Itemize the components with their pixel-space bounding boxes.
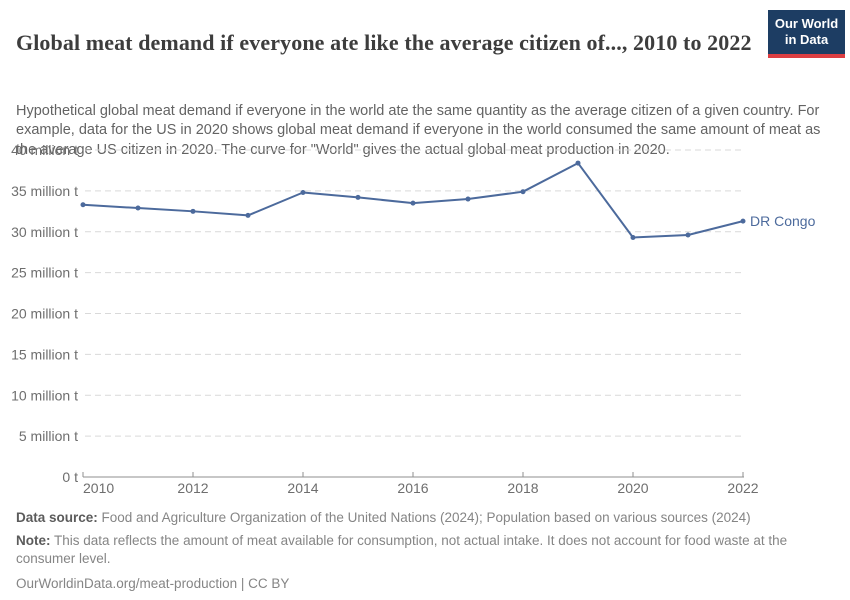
x-axis-label: 2022 xyxy=(727,480,758,496)
data-source-text: Food and Agriculture Organization of the… xyxy=(97,510,751,525)
x-axis-label: 2016 xyxy=(397,480,428,496)
owid-logo-line2: in Data xyxy=(784,32,829,48)
y-axis-label: 40 million t xyxy=(11,142,78,158)
x-axis-label: 2018 xyxy=(507,480,538,496)
chart-title: Global meat demand if everyone ate like … xyxy=(16,29,752,55)
data-point xyxy=(740,218,746,224)
data-point xyxy=(245,212,251,218)
y-axis-label: 25 million t xyxy=(11,265,78,281)
data-point xyxy=(190,208,196,214)
data-source-row: Data source: Food and Agriculture Organi… xyxy=(16,509,838,528)
data-point xyxy=(135,205,141,211)
data-point xyxy=(80,202,86,208)
data-source-label: Data source: xyxy=(16,510,98,525)
x-axis-label: 2014 xyxy=(287,480,318,496)
data-point xyxy=(630,234,636,240)
citation-link[interactable]: OurWorldinData.org/meat-production | CC … xyxy=(16,575,290,591)
chart-subtitle: Hypothetical global meat demand if every… xyxy=(16,102,821,158)
note-row: Note: This data reflects the amount of m… xyxy=(16,532,838,569)
x-axis-label: 2010 xyxy=(83,480,114,496)
x-axis-label: 2020 xyxy=(617,480,648,496)
note-label: Note: xyxy=(16,532,51,548)
y-axis-label: 10 million t xyxy=(11,387,78,403)
data-point xyxy=(520,189,526,195)
y-axis-label: 30 million t xyxy=(11,224,78,240)
y-axis-label: 20 million t xyxy=(11,306,78,322)
data-point xyxy=(575,160,581,166)
data-point xyxy=(300,190,306,196)
owid-logo[interactable]: Our World in Data xyxy=(768,10,845,58)
data-point xyxy=(410,200,416,206)
x-axis-label: 2012 xyxy=(177,480,208,496)
y-axis-label: 0 t xyxy=(62,469,78,485)
y-axis-label: 15 million t xyxy=(11,346,78,362)
data-point xyxy=(355,194,361,200)
data-point xyxy=(465,196,471,202)
note-text: This data reflects the amount of meat av… xyxy=(16,532,788,567)
owid-logo-line1: Our World xyxy=(774,16,839,31)
y-axis-label: 5 million t xyxy=(19,428,78,444)
data-line xyxy=(82,162,744,239)
chart-footer: Data source: Food and Agriculture Organi… xyxy=(16,509,838,598)
data-point xyxy=(685,232,691,238)
series-end-label[interactable]: DR Congo xyxy=(750,213,816,229)
y-axis-label: 35 million t xyxy=(11,183,78,199)
